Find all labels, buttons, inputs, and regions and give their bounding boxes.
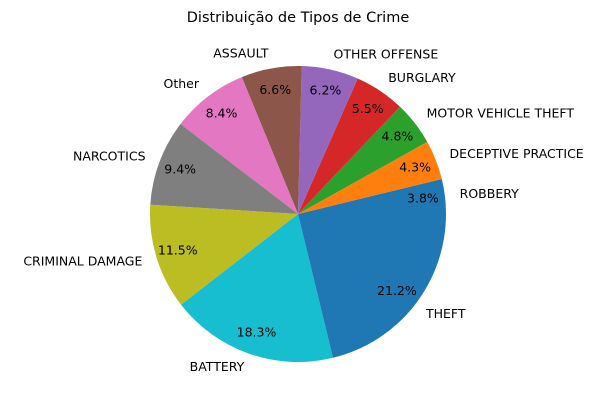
- pie-slice-deceptive-practice: [298, 141, 442, 214]
- slice-pct-assault: 6.6%: [259, 82, 291, 97]
- slice-pct-narcotics: 9.4%: [164, 161, 196, 176]
- slice-pct-criminal-damage: 11.5%: [158, 242, 198, 257]
- slice-pct-other-offense: 6.2%: [310, 83, 342, 98]
- slice-label-motor-vehicle-theft: MOTOR VEHICLE THEFT: [427, 106, 575, 121]
- slice-pct-other: 8.4%: [206, 106, 238, 121]
- slice-pct-burglary: 5.5%: [352, 101, 384, 116]
- pie-slice-other: [180, 77, 298, 215]
- slice-label-battery: BATTERY: [190, 359, 245, 374]
- slice-label-burglary: BURGLARY: [388, 70, 456, 85]
- pie-slice-motor-vehicle-theft: [298, 106, 428, 214]
- slice-label-criminal-damage: CRIMINAL DAMAGE: [23, 253, 142, 268]
- slice-pct-robbery: 3.8%: [407, 191, 439, 206]
- slice-label-other: Other: [164, 76, 200, 91]
- pie-slice-criminal-damage: [150, 204, 298, 305]
- pie-slice-other-offense: [298, 66, 358, 214]
- slice-pct-deceptive-practice: 4.3%: [399, 160, 431, 175]
- chart-title: Distribuição de Tipos de Crime: [187, 10, 410, 26]
- pie-slice-burglary: [298, 78, 400, 214]
- slice-label-theft: THEFT: [425, 306, 466, 321]
- slice-pct-battery: 18.3%: [237, 324, 277, 339]
- pie-slice-theft: [298, 214, 446, 358]
- slice-label-robbery: ROBBERY: [460, 186, 519, 201]
- slice-pct-theft: 21.2%: [377, 283, 417, 298]
- slice-label-other-offense: OTHER OFFENSE: [334, 47, 439, 62]
- slice-label-deceptive-practice: DECEPTIVE PRACTICE: [450, 146, 584, 161]
- pie-slice-battery: [181, 214, 334, 363]
- pie-labels: ROBBERY 3.8% DECEPTIVE PRACTICE 4.3% MOTOR V…: [23, 45, 583, 374]
- pie-slices: [150, 65, 446, 363]
- pie-slice-narcotics: [150, 124, 298, 214]
- slice-label-narcotics: NARCOTICS: [73, 148, 146, 163]
- pie-slice-robbery: [298, 178, 446, 214]
- pie-slice-assault: [241, 65, 302, 214]
- slice-pct-motor-vehicle-theft: 4.8%: [382, 128, 414, 143]
- slice-label-assault: ASSAULT: [213, 45, 269, 60]
